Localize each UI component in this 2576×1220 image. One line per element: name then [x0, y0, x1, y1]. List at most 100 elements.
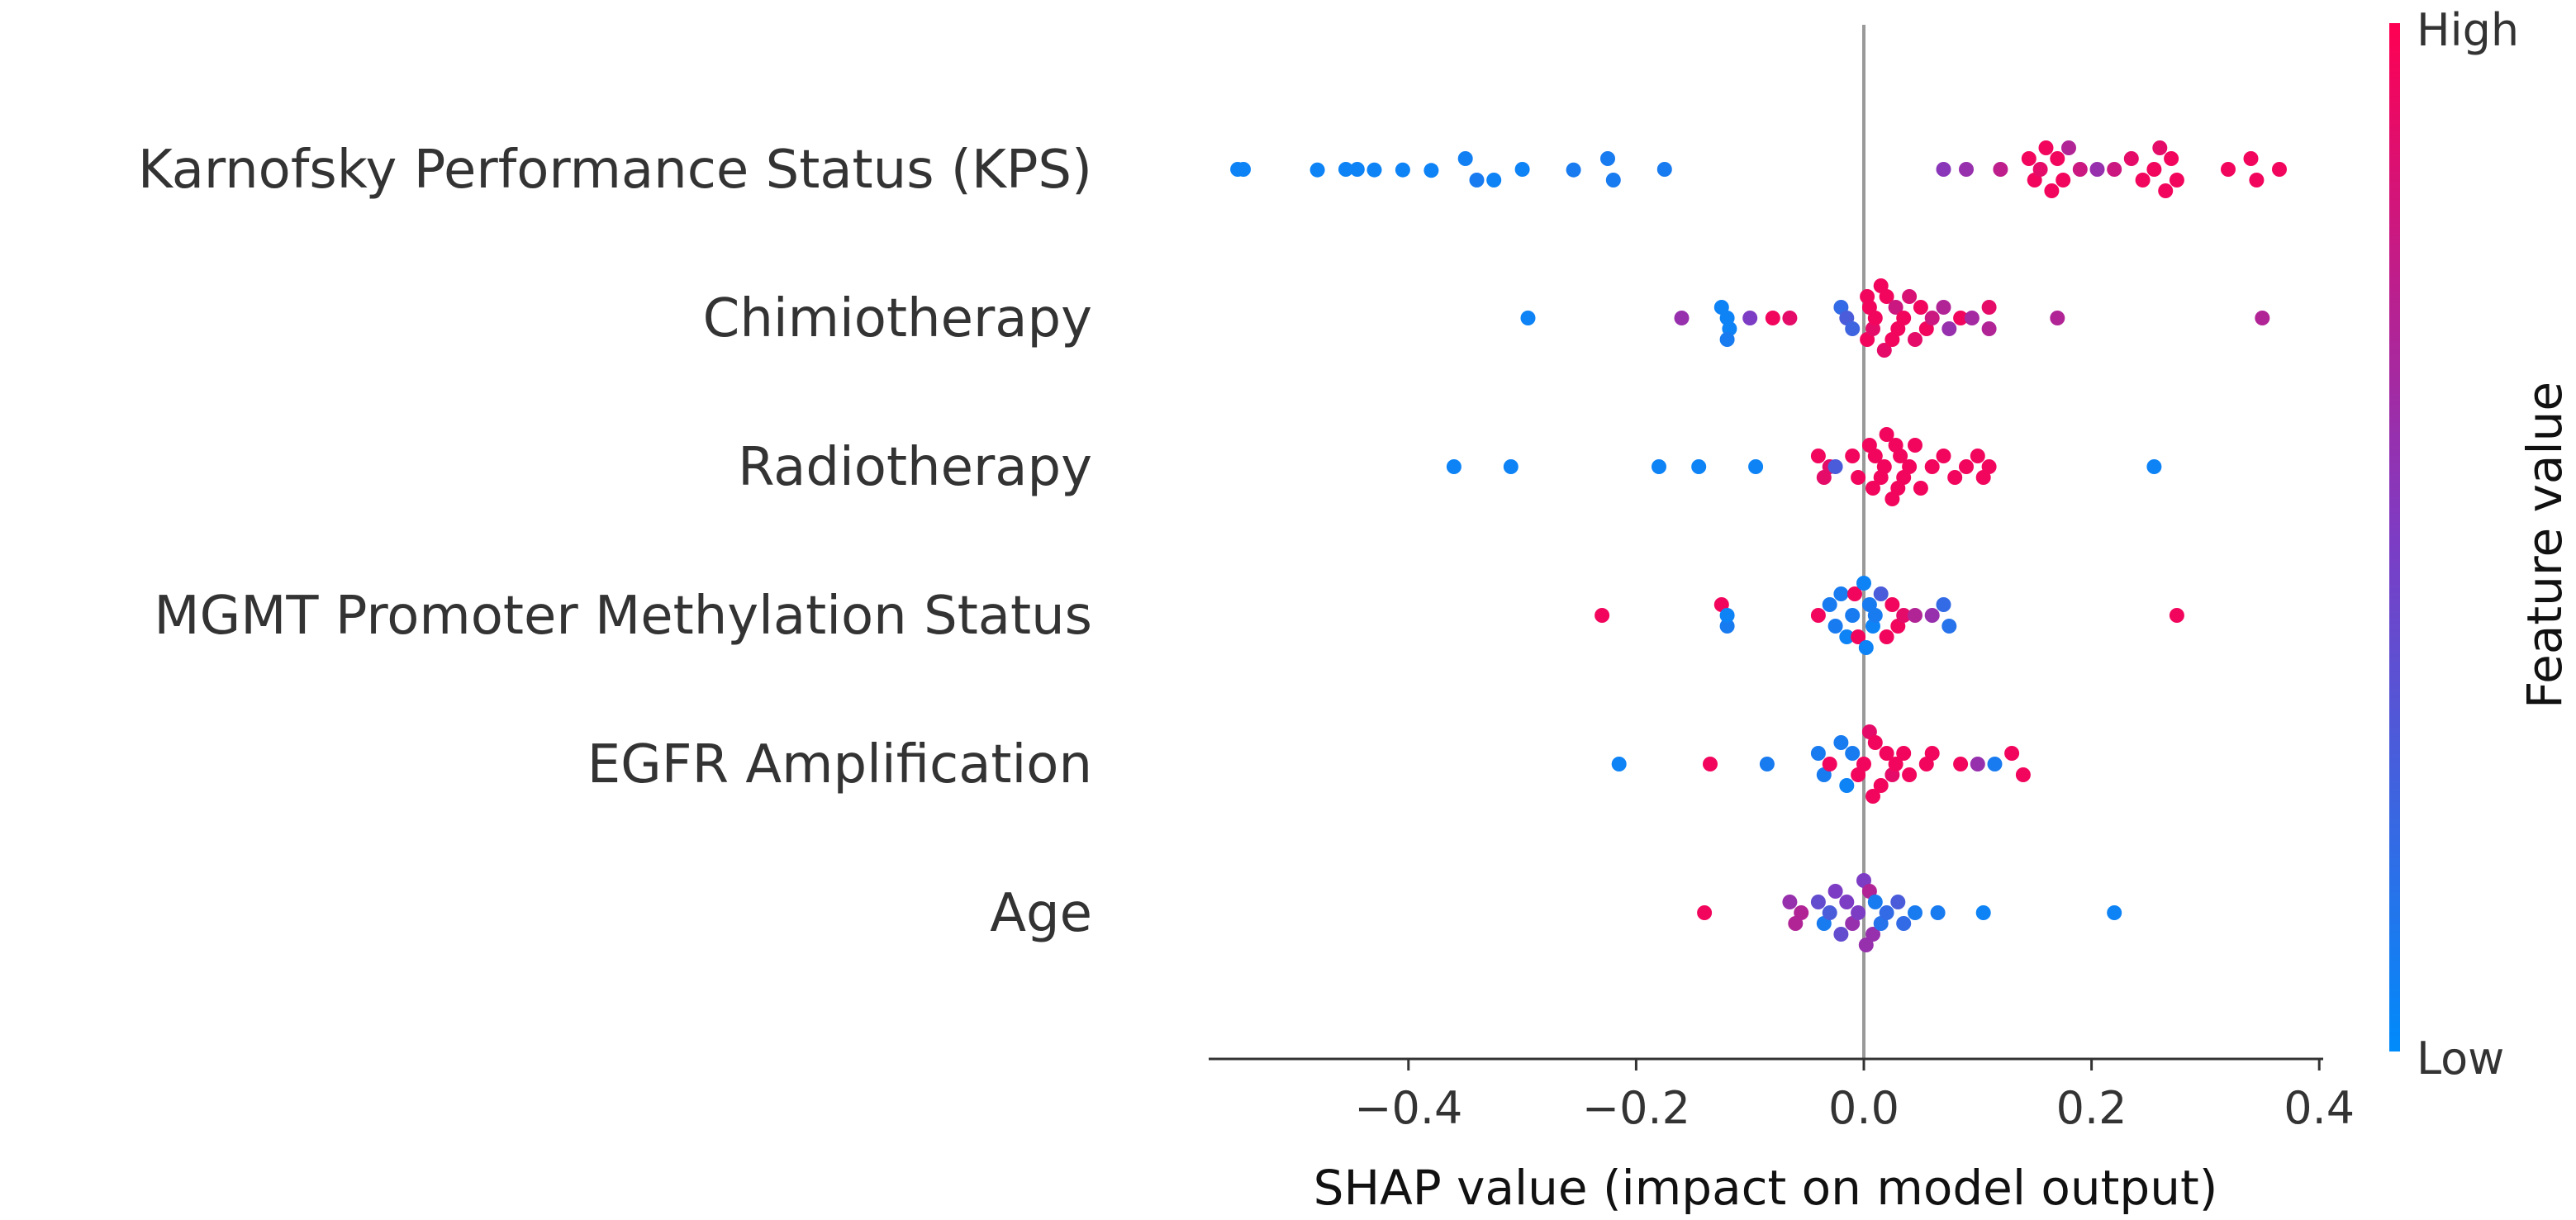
shap-point [1908, 438, 1922, 453]
shap-point [1896, 608, 1912, 623]
shap-point [1902, 459, 1918, 474]
shap-point [1810, 746, 1826, 761]
shap-point [1867, 735, 1883, 750]
shap-point [2146, 162, 2162, 177]
shap-point [2169, 173, 2184, 188]
shap-point [1839, 778, 1855, 793]
shap-point [1876, 459, 1892, 474]
shap-point [1896, 311, 1912, 325]
shap-point [2044, 183, 2060, 198]
feature-label: EGFR Amplification [587, 734, 1092, 795]
x-tick-label: 0.0 [1828, 1082, 1899, 1134]
shap-point [1782, 311, 1798, 325]
shap-point [1947, 470, 1963, 485]
shap-point [1600, 151, 1615, 166]
shap-point [1896, 916, 1912, 931]
shap-point [1822, 597, 1837, 612]
shap-point [1959, 459, 1974, 474]
shap-point [1876, 343, 1892, 358]
shap-point [1851, 905, 1866, 920]
shap-point [2032, 162, 2048, 177]
shap-point [1503, 459, 1519, 474]
x-tick-label: −0.2 [1582, 1082, 1690, 1134]
shap-point [2107, 162, 2122, 177]
shap-point [1893, 449, 1908, 463]
shap-point [2123, 151, 2139, 166]
shap-point [1236, 162, 1251, 177]
shap-point [1924, 311, 1940, 325]
shap-point [1890, 895, 1906, 909]
shap-point [1908, 608, 1922, 623]
feature-label: Karnofsky Performance Status (KPS) [138, 140, 1092, 201]
shap-point [1902, 289, 1918, 304]
shap-point [1833, 735, 1849, 750]
shap-point [2061, 140, 2076, 155]
shap-point [1942, 619, 1957, 634]
shap-point [1349, 162, 1365, 177]
shap-point [2050, 311, 2065, 325]
shap-point [1782, 895, 1798, 909]
shap-point [1765, 311, 1780, 325]
shap-point [1566, 162, 1581, 178]
feature-label: MGMT Promoter Methylation Status [154, 586, 1092, 647]
shap-point [1924, 746, 1940, 761]
shap-point [1867, 449, 1883, 463]
shap-point [1924, 608, 1940, 623]
shap-point [1703, 757, 1718, 771]
shap-point [1858, 938, 1874, 952]
shap-point [1930, 905, 1946, 920]
shap-point [1674, 311, 1690, 325]
shap-point [1822, 905, 1837, 920]
shap-point [1888, 300, 1903, 315]
shap-point [1970, 757, 1985, 771]
shap-point [1652, 459, 1666, 474]
shap-point [2164, 151, 2179, 166]
shap-point [2221, 162, 2236, 177]
shap-point [2004, 746, 2020, 761]
shap-point [1987, 757, 2003, 771]
shap-point [1810, 608, 1826, 623]
x-tick-label: 0.4 [2284, 1082, 2355, 1134]
shap-point [1879, 427, 1894, 442]
shap-point [2015, 767, 2031, 782]
shap-point [2072, 162, 2088, 177]
feature-label: Radiotherapy [738, 437, 1092, 498]
shap-point [1959, 162, 1974, 177]
shap-point [1839, 629, 1855, 644]
shap-point [1981, 300, 1997, 315]
shap-point [1879, 905, 1894, 920]
shap-point [2146, 459, 2162, 474]
shap-point [2038, 140, 2054, 155]
shap-point [1867, 608, 1883, 623]
shap-point [1469, 173, 1485, 188]
shap-point [1514, 162, 1530, 177]
shap-point [1942, 321, 1957, 336]
shap-point [1520, 311, 1536, 325]
shap-point [2089, 162, 2105, 177]
shap-point [1865, 927, 1880, 942]
shap-point [1810, 895, 1826, 909]
shap-point [1423, 163, 1439, 178]
colorbar-low-label: Low [2417, 1032, 2504, 1085]
shap-point [2249, 173, 2265, 188]
shap-point [1856, 576, 1871, 591]
shap-point [1822, 757, 1837, 771]
shap-point [1936, 449, 1951, 463]
shap-point [2107, 905, 2122, 920]
shap-point [1981, 459, 1997, 474]
shap-point [1879, 289, 1894, 304]
shap-point [1833, 927, 1849, 942]
shap-point [1858, 640, 1874, 655]
shap-point [1719, 608, 1735, 623]
shap-point [1845, 449, 1861, 463]
shap-point [1366, 162, 1382, 178]
shap-point [1924, 459, 1940, 474]
colorbar [2389, 23, 2400, 1051]
shap-point [1865, 789, 1880, 804]
shap-point [1851, 629, 1866, 644]
shap-point [1656, 162, 1672, 177]
shap-point [1395, 162, 1410, 178]
shap-point [1697, 905, 1713, 920]
shap-point [1839, 895, 1855, 909]
shap-point [1913, 300, 1928, 315]
